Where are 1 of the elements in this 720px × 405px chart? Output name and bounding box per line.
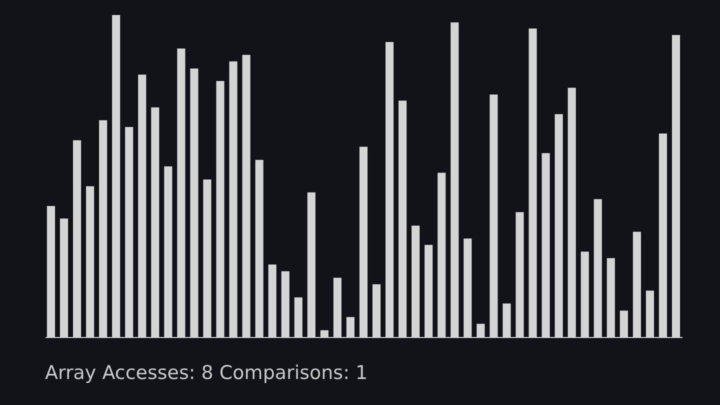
text: Array Accesses: 8 Comparisons: 1 [45, 362, 368, 384]
